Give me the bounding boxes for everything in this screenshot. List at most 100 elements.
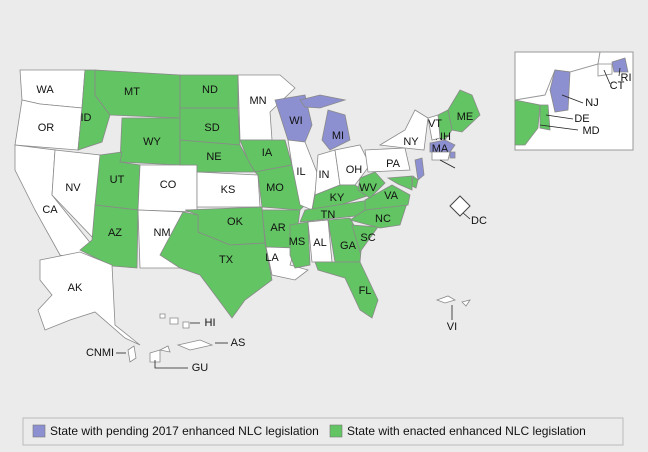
state-shape: [94, 69, 181, 119]
state-label: ID: [81, 112, 92, 124]
state-label: SD: [204, 122, 219, 134]
state-shape: [364, 184, 411, 211]
state-label: OK: [227, 216, 244, 228]
state-label: AL: [313, 237, 326, 249]
state-label: FL: [359, 285, 372, 297]
leader: [603, 69, 611, 85]
state-label: KS: [221, 184, 236, 196]
leader: [618, 67, 621, 77]
leader: [545, 114, 574, 120]
state-label: ME: [457, 111, 474, 123]
state-label: IA: [262, 147, 273, 159]
state-label: VT: [428, 118, 442, 130]
leader: [561, 94, 584, 104]
state-shape: [364, 147, 411, 173]
state-shape: [158, 345, 171, 353]
state-shape: [351, 224, 379, 253]
legend-label: State with enacted enhanced NLC legislat…: [347, 424, 586, 438]
state-label: MO: [266, 182, 284, 194]
state-shape: [334, 144, 371, 186]
state-label: AS: [231, 337, 246, 349]
state-label: MS: [289, 236, 306, 248]
state-shape: [539, 104, 551, 131]
state-shape: [449, 151, 456, 159]
state-label: MN: [249, 95, 266, 107]
state-label: AZ: [108, 227, 122, 239]
state-label: RI: [621, 72, 632, 84]
state-label: IN: [319, 169, 330, 181]
leader: [154, 360, 188, 369]
state-label: NJ: [585, 97, 598, 109]
state-label: TN: [321, 209, 336, 221]
state-label: WY: [143, 136, 161, 148]
state-shape: [514, 99, 541, 146]
leader: [439, 159, 456, 169]
state-label: CNMI: [86, 347, 114, 359]
dc-marker: [449, 195, 471, 217]
state-shape: [427, 114, 441, 141]
state-shape: [435, 295, 457, 304]
state-label: AR: [270, 222, 285, 234]
state-shape: [289, 221, 311, 269]
state-shape: [429, 139, 456, 153]
state-label: OR: [38, 122, 55, 134]
state-label: CT: [610, 80, 625, 92]
state-shape: [431, 151, 451, 161]
state-label: UT: [110, 174, 125, 186]
state-label: MT: [124, 86, 140, 98]
state-label: DE: [574, 113, 589, 125]
state-shape: [321, 109, 351, 151]
state-label: CO: [160, 179, 177, 191]
state-shape: [357, 171, 386, 199]
state-label: ND: [202, 84, 218, 96]
state-shape: [37, 251, 141, 346]
state-label: NE: [206, 151, 221, 163]
state-label: CA: [42, 204, 58, 216]
state-label: PA: [386, 158, 401, 170]
state-label: WA: [36, 84, 54, 96]
legend: State with pending 2017 enhanced NLC leg…: [22, 417, 624, 446]
state-label: TX: [219, 254, 234, 266]
leader: [539, 124, 579, 131]
state-label: IL: [296, 166, 305, 178]
state-shape: [314, 261, 379, 319]
state-label: SC: [360, 232, 375, 244]
state-label: WI: [289, 115, 302, 127]
state-label: NM: [153, 227, 170, 239]
leader-lines: [116, 67, 621, 369]
state-label: OH: [346, 164, 363, 176]
state-label: KY: [330, 192, 345, 204]
state-label: GU: [192, 362, 209, 374]
state-label: VI: [447, 321, 457, 333]
state-shape: [597, 63, 613, 77]
state-label: NV: [65, 182, 81, 194]
state-label: WV: [359, 182, 377, 194]
state-shape: [182, 321, 190, 329]
state-label: LA: [265, 252, 279, 264]
state-shape: [169, 317, 179, 325]
legend-swatch: [329, 424, 343, 438]
state-label: DC: [471, 215, 487, 227]
state-label: VA: [384, 190, 399, 202]
legend-frame: [22, 417, 624, 446]
state-shape: [127, 345, 137, 363]
state-shape: [611, 57, 629, 73]
state-shape: [414, 157, 425, 181]
state-shape: [461, 299, 471, 307]
state-shape: [549, 69, 571, 113]
state-label: HI: [205, 317, 216, 329]
state-shape: [149, 349, 161, 363]
state-label: MI: [332, 130, 344, 142]
state-label: NC: [375, 213, 391, 225]
state-shape: [176, 339, 214, 351]
state-shape: [159, 313, 166, 319]
state-label: MD: [582, 125, 599, 137]
state-label: GA: [340, 240, 357, 252]
states: WA OR CA NV ID MT WY UT CO AZ NM ND SD NE KS OK TX MN IA MO…: [14, 57, 632, 374]
state-shape: [386, 175, 413, 191]
state-label: NY: [403, 136, 419, 148]
state-shape: [159, 211, 273, 319]
state-shape: [299, 94, 347, 109]
state-label: AK: [68, 282, 83, 294]
